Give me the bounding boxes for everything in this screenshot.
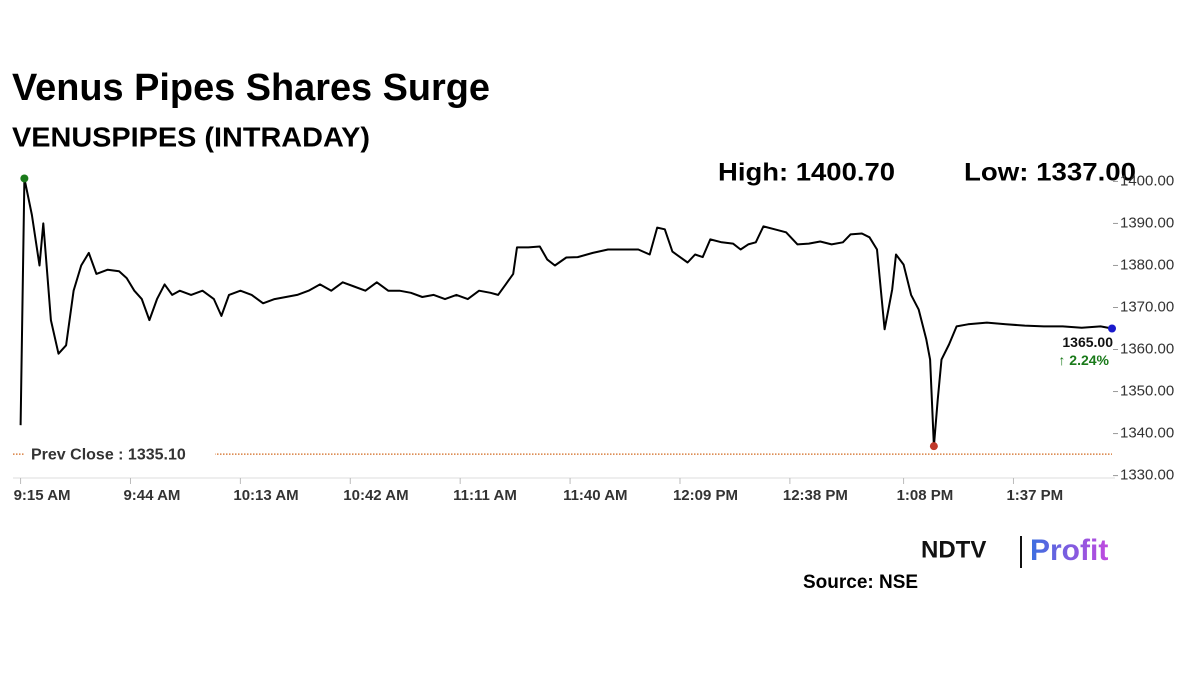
low-label: Low: 1337.00 — [964, 159, 1136, 187]
plot: 1330.00 1340.00 1350.00 1360.00 1370.00 1380.… — [13, 172, 1174, 504]
x-tick-label: 11:40 AM — [563, 487, 627, 504]
y-tick-label: 1340.00 — [1120, 425, 1174, 442]
y-tick-label: 1400.00 — [1120, 172, 1174, 189]
x-tick-label: 1:08 PM — [897, 487, 954, 504]
x-tick-label: 10:42 AM — [343, 487, 408, 504]
source: Source: NSE — [803, 572, 918, 593]
x-tick-label: 12:09 PM — [673, 487, 738, 504]
change-label: ↑ 2.24% — [1058, 352, 1109, 368]
high-label: High: 1400.70 — [718, 159, 895, 187]
y-tick-label: 1350.00 — [1120, 383, 1174, 400]
x-tick-label: 1:37 PM — [1006, 487, 1063, 504]
y-tick-label: 1370.00 — [1120, 298, 1174, 315]
logo-product: Profit — [1030, 534, 1108, 567]
x-tick-label: 9:44 AM — [123, 487, 180, 504]
last-marker — [1108, 324, 1116, 333]
chart-title: Venus Pipes Shares Surge — [12, 67, 490, 109]
y-tick-label: 1380.00 — [1120, 256, 1174, 273]
price-line — [19, 177, 1113, 448]
x-tick-label: 9:15 AM — [14, 487, 71, 504]
y-tick-label: 1360.00 — [1120, 340, 1174, 357]
high-marker — [20, 174, 29, 183]
last-price-label: 1365.00 — [1062, 334, 1113, 350]
chart-subtitle: VENUSPIPES (INTRADAY) — [12, 121, 370, 152]
low-marker — [929, 442, 938, 451]
x-tick-label: 10:13 AM — [233, 487, 298, 504]
logo-brand: NDTV — [921, 536, 986, 563]
y-tick-label: 1330.00 — [1120, 467, 1174, 484]
prev-close-bg — [25, 444, 215, 465]
prev-close-label: Prev Close : 1335.10 — [31, 446, 186, 463]
y-tick-label: 1390.00 — [1120, 214, 1174, 231]
x-tick-label: 11:11 AM — [453, 487, 517, 504]
x-tick-label: 12:38 PM — [783, 487, 848, 504]
